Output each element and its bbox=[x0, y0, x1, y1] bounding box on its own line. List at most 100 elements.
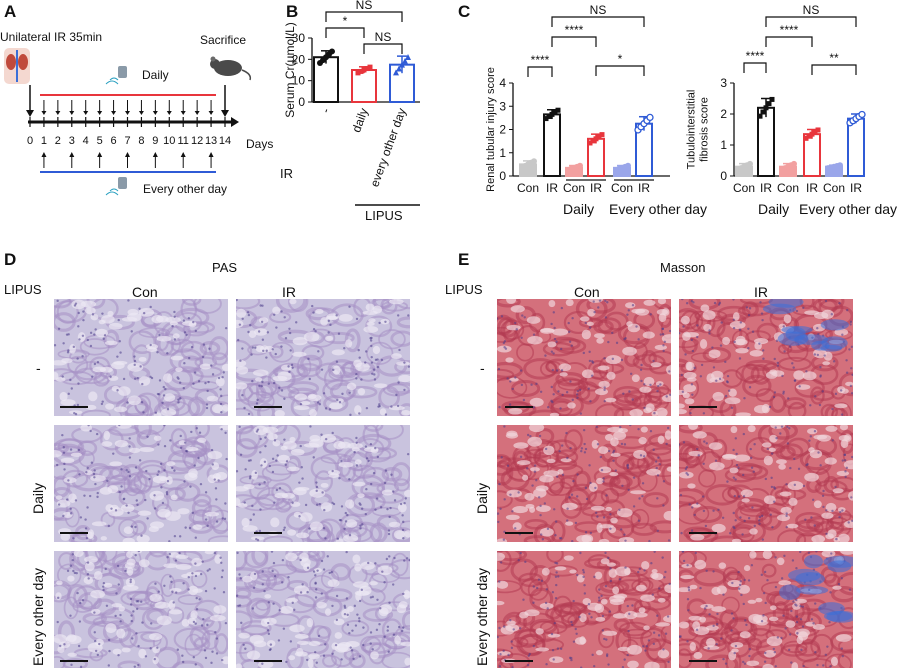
data-point bbox=[555, 107, 561, 113]
sacrifice-label: Sacrifice bbox=[200, 33, 247, 47]
significance-bracket bbox=[325, 27, 365, 38]
timeline-tick-label: 1 bbox=[41, 135, 47, 147]
pas-image-ir-none bbox=[236, 299, 410, 416]
timeline-tick-label: 10 bbox=[163, 135, 175, 147]
masson-row-none: - bbox=[480, 360, 485, 376]
masson-image-con-every-other bbox=[497, 551, 671, 668]
data-point bbox=[590, 138, 596, 144]
timeline-tick-label: 8 bbox=[138, 135, 144, 147]
significance-label: NS bbox=[356, 0, 373, 12]
mouse-icon bbox=[210, 56, 252, 81]
tissue-texture bbox=[679, 425, 853, 542]
significance-bracket bbox=[765, 16, 857, 27]
data-point bbox=[546, 113, 552, 119]
every-other-arrowhead bbox=[97, 152, 103, 157]
panel-a-letter: A bbox=[4, 2, 17, 21]
timeline-tick-label: 6 bbox=[111, 135, 117, 147]
daily-arrowhead bbox=[41, 111, 47, 115]
tissue-texture bbox=[54, 299, 228, 416]
daily-arrowhead bbox=[69, 111, 75, 115]
pas-image-con-daily bbox=[54, 425, 228, 542]
significance-label: **** bbox=[780, 23, 799, 37]
every-other-arrowhead bbox=[180, 152, 186, 157]
data-point bbox=[393, 69, 399, 76]
x-tick-label: IR bbox=[638, 181, 650, 195]
panel-b-letter: B bbox=[286, 2, 299, 21]
kidney-icon bbox=[4, 48, 30, 84]
pas-image-ir-daily bbox=[236, 425, 410, 542]
data-point bbox=[815, 127, 821, 133]
pas-stain-label: PAS bbox=[212, 260, 238, 275]
y-tick-label: 0 bbox=[298, 95, 305, 109]
daily-arrowhead bbox=[166, 111, 172, 115]
y-axis-label: Renal tubular injury score bbox=[485, 67, 497, 192]
data-point bbox=[549, 111, 555, 117]
data-point bbox=[812, 129, 818, 135]
data-point bbox=[577, 162, 583, 169]
x-tick-label: Con bbox=[823, 181, 845, 195]
significance-label: ** bbox=[829, 51, 839, 65]
x-tick-label: Con bbox=[611, 181, 633, 195]
timeline-axis: 0 1 2 3 4 5 6 7 8 9 10 11 12 13 14 bbox=[27, 100, 239, 168]
x-tick-label: IR bbox=[546, 181, 558, 195]
masson-image-con-daily bbox=[497, 425, 671, 542]
timeline-tick-label: 13 bbox=[205, 135, 217, 147]
data-point bbox=[367, 64, 373, 70]
data-point bbox=[858, 110, 866, 119]
data-point bbox=[358, 68, 364, 74]
x-tick-label: daily bbox=[349, 106, 371, 134]
group-daily-label: Daily bbox=[563, 201, 595, 217]
y-tick-label: 0 bbox=[720, 169, 727, 183]
scale-bar bbox=[689, 406, 717, 408]
bar bbox=[847, 117, 865, 177]
group-daily-label-2: Daily bbox=[758, 201, 790, 217]
data-point bbox=[364, 66, 370, 72]
tissue-texture bbox=[497, 299, 671, 416]
significance-bracket bbox=[743, 62, 767, 73]
significance-label: * bbox=[343, 14, 348, 28]
y-tick-label: 1 bbox=[720, 138, 727, 152]
significance-label: **** bbox=[746, 49, 765, 63]
scale-bar bbox=[505, 660, 533, 662]
every-other-arrowhead bbox=[41, 152, 47, 157]
significance-label: NS bbox=[803, 3, 820, 17]
significance-bracket bbox=[551, 16, 645, 27]
data-point bbox=[806, 133, 812, 139]
tissue-texture bbox=[497, 551, 671, 668]
y-tick-label: 2 bbox=[499, 123, 506, 137]
data-point bbox=[763, 105, 769, 111]
scale-bar bbox=[689, 660, 717, 662]
pas-row-daily: Daily bbox=[30, 482, 46, 514]
data-point bbox=[396, 65, 402, 72]
significance-label: **** bbox=[565, 23, 584, 37]
every-other-arrowhead bbox=[125, 152, 130, 157]
scale-bar bbox=[254, 532, 282, 534]
x-tick-label: every other day bbox=[367, 106, 408, 189]
tissue-texture bbox=[54, 551, 228, 668]
every-other-arrowhead bbox=[208, 152, 214, 157]
data-point bbox=[646, 113, 654, 122]
tissue-texture bbox=[679, 299, 853, 416]
data-point bbox=[837, 162, 843, 169]
timeline-tick-label: 9 bbox=[152, 135, 158, 147]
data-point bbox=[543, 116, 549, 122]
y-tick-label: 4 bbox=[499, 76, 506, 90]
significance-bracket bbox=[765, 36, 813, 47]
daily-arrowhead bbox=[138, 111, 144, 115]
scale-bar bbox=[60, 532, 88, 534]
fibrosis-chart: 0 1 2 3 Tubulointerstitialfibrosis score Con I… bbox=[686, 3, 866, 195]
masson-lipus-label: LIPUS bbox=[445, 282, 483, 297]
daily-arrowhead bbox=[55, 111, 61, 115]
data-point bbox=[399, 61, 405, 68]
data-point bbox=[552, 109, 558, 115]
group-every-other-label-2: Every other day bbox=[799, 201, 898, 217]
y-axis-label: Serum Cr(μmol/L) bbox=[283, 22, 297, 118]
x-tick-label: Con bbox=[563, 181, 585, 195]
x-tick-label: IR bbox=[590, 181, 602, 195]
masson-image-con-none bbox=[497, 299, 671, 416]
timeline-tick-label: 7 bbox=[124, 135, 130, 147]
daily-label: Daily bbox=[142, 68, 169, 82]
tissue-texture bbox=[54, 425, 228, 542]
scale-bar bbox=[60, 660, 88, 662]
